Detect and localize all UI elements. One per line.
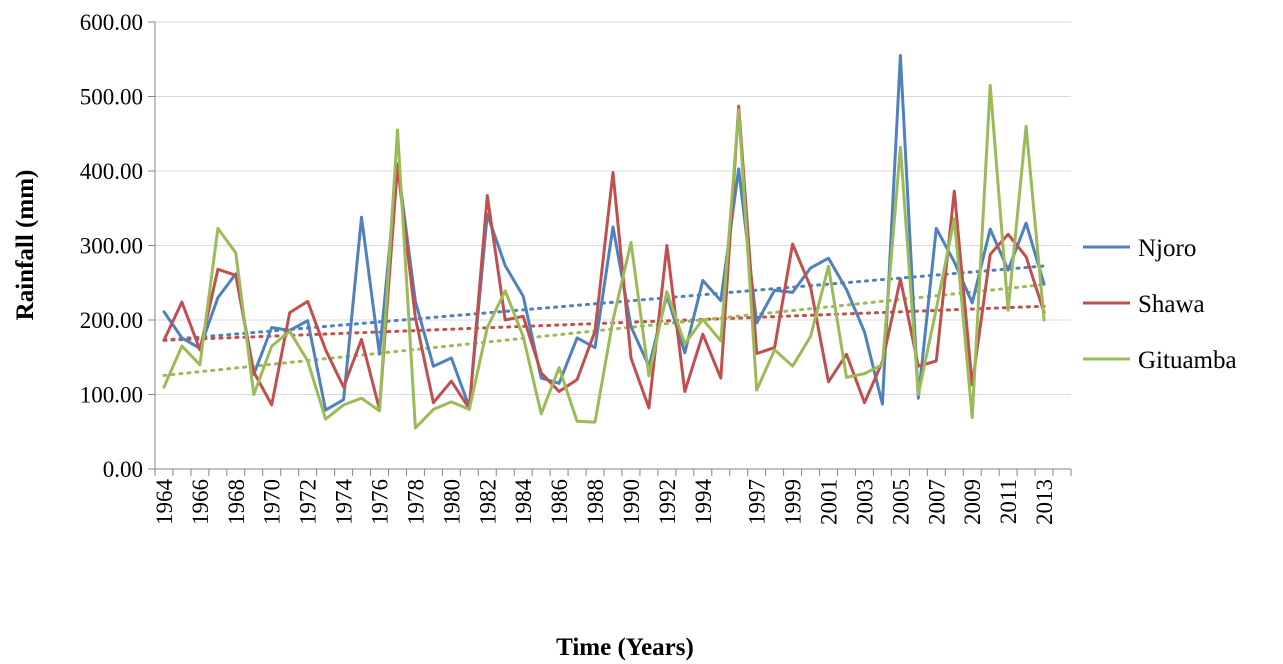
x-tick-label: 1964: [152, 479, 177, 526]
y-tick-label: 400.00: [80, 159, 143, 184]
series-line-gituamba: [162, 83, 1046, 430]
x-tick-label: 1978: [403, 479, 428, 525]
series-line-shawa: [162, 104, 1046, 411]
x-tick-label: 2009: [960, 479, 985, 525]
x-tick-label: 1997: [745, 479, 770, 525]
x-tick-label: 2013: [1032, 479, 1057, 525]
series-lines: [162, 54, 1046, 430]
y-tick-label: 600.00: [80, 10, 143, 35]
x-tick-label: 1988: [583, 479, 608, 525]
y-tick-label: 0.00: [103, 457, 143, 482]
x-tick-label: 1990: [619, 479, 644, 525]
x-tick-label: 1966: [188, 479, 213, 525]
x-tick-label: 2007: [924, 479, 949, 525]
x-tick-label: 2005: [888, 479, 913, 525]
y-tick-label: 200.00: [80, 308, 143, 333]
y-axis-title: Rainfall (mm): [12, 170, 39, 321]
x-tick-label: 1980: [439, 479, 464, 525]
x-tick-label: 1970: [260, 479, 285, 525]
x-tick-label: 1999: [781, 479, 806, 525]
legend-label-shawa: Shawa: [1138, 291, 1205, 318]
x-tick-label: 1984: [511, 479, 536, 526]
y-tick-label: 300.00: [80, 234, 143, 259]
x-axis-title: Time (Years): [556, 634, 694, 661]
x-tick-label: 2011: [996, 479, 1021, 524]
y-axis-ticks: 0.00 100.00 200.00 300.00 400.00 500.00 600.00: [80, 10, 155, 482]
legend: Njoro Shawa Gituamba: [1083, 235, 1237, 374]
y-tick-label: 100.00: [80, 383, 143, 408]
x-tick-label: 1968: [224, 479, 249, 525]
gridlines: [155, 21, 1071, 395]
y-tick-label: 500.00: [80, 85, 143, 110]
series-line-njoro: [162, 54, 1046, 412]
x-tick-label: 2001: [817, 479, 842, 525]
x-tick-label: 1992: [655, 479, 680, 525]
x-tick-label: 1974: [332, 479, 357, 526]
trendline-njoro: [162, 264, 1046, 342]
axes: [154, 22, 1071, 470]
x-tick-label: 1994: [691, 479, 716, 526]
x-axis-ticks: 1964 1966 1968 1970 1972 1974 1976 1978 1980 1982…: [152, 469, 1072, 526]
x-tick-label: 2003: [852, 479, 877, 525]
x-tick-label: 1986: [547, 479, 572, 525]
legend-label-gituamba: Gituamba: [1138, 347, 1237, 374]
legend-label-njoro: Njoro: [1138, 235, 1196, 262]
x-tick-label: 1982: [475, 479, 500, 525]
x-tick-label: 1972: [296, 479, 321, 525]
x-tick-label: 1976: [368, 479, 393, 525]
